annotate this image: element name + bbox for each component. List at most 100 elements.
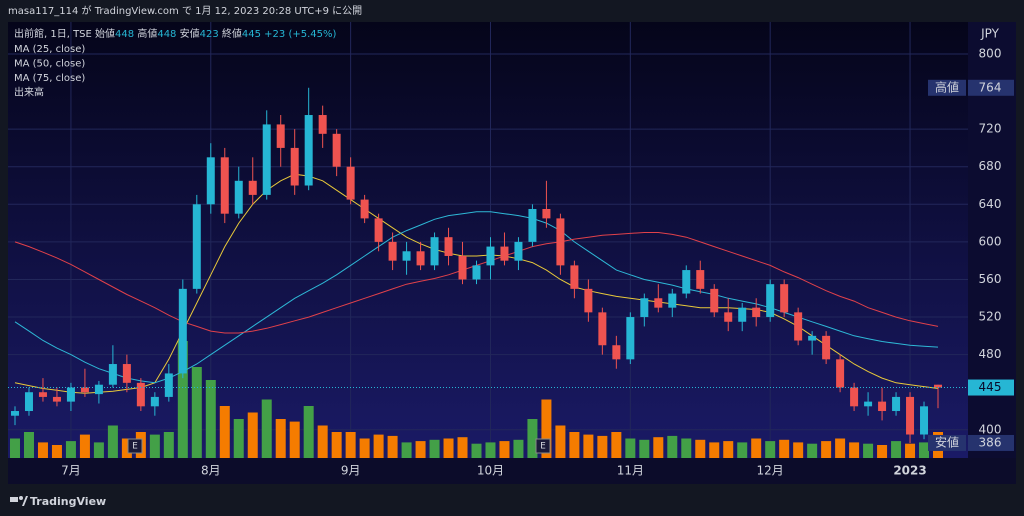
volume-bar <box>723 441 734 458</box>
volume-bar <box>219 406 230 458</box>
volume-bar <box>121 438 132 458</box>
volume-bar <box>625 438 636 458</box>
volume-bar <box>303 406 314 458</box>
candle-body <box>192 204 201 289</box>
volume <box>9 341 944 458</box>
legend-entry: 出来高 <box>14 86 44 99</box>
candle-body <box>458 255 467 280</box>
candle-body <box>388 241 397 261</box>
volume-bar <box>65 441 76 458</box>
last-price-badge <box>968 379 1014 396</box>
candle-body <box>850 387 859 407</box>
volume-bar <box>23 432 34 458</box>
plot-area <box>8 22 968 458</box>
volume-bar <box>877 445 888 458</box>
candle-body <box>780 284 789 313</box>
candle-body <box>164 373 173 397</box>
candle-body <box>178 288 187 374</box>
candle-body <box>682 270 691 294</box>
volume-bar <box>541 399 552 458</box>
volume-bar <box>681 438 692 458</box>
logo: TradingView <box>30 495 106 508</box>
x-tick-label: 10月 <box>477 464 504 478</box>
candle-body <box>66 387 75 402</box>
volume-bar <box>569 432 580 458</box>
volume-bar <box>289 421 300 458</box>
candle-body <box>864 401 873 407</box>
volume-bar <box>485 442 496 458</box>
candle-body <box>430 237 439 266</box>
candle-body <box>808 335 817 341</box>
candle-body <box>696 270 705 289</box>
candle-body <box>640 298 649 318</box>
volume-bar <box>345 432 356 458</box>
event-box <box>535 438 551 454</box>
x-tick-label: 11月 <box>617 464 644 478</box>
volume-bar <box>919 442 930 458</box>
candle-body <box>444 237 453 256</box>
candle-body <box>514 241 523 261</box>
volume-bar <box>359 438 370 458</box>
candle-body <box>234 180 243 214</box>
volume-bar <box>149 434 160 458</box>
legend-entry: MA (75, close) <box>14 73 85 84</box>
extreme-label: 安値 <box>935 434 959 449</box>
candle-body <box>500 246 509 261</box>
candle-body <box>934 384 943 388</box>
volume-bar <box>779 439 790 458</box>
candle-body <box>766 284 775 318</box>
candle-body <box>122 364 131 383</box>
x-tick-label: 8月 <box>201 464 221 478</box>
candle-body <box>262 124 271 195</box>
volume-bar <box>261 399 272 458</box>
candle-body <box>276 124 285 148</box>
legend-entry: MA (50, close) <box>14 59 85 70</box>
extreme-label-badge <box>928 434 966 451</box>
volume-bar <box>205 380 216 458</box>
symbol: 出前館, 1日, TSE <box>14 27 92 40</box>
volume-bar <box>51 445 62 458</box>
volume-bar <box>807 443 818 458</box>
x-tick-label: 9月 <box>341 464 361 478</box>
candle-body <box>724 312 733 322</box>
y-tick-label: 480 <box>979 347 1002 361</box>
volume-bar <box>373 434 384 458</box>
ohlc-label: 始値 <box>95 27 115 40</box>
last-price: 445 <box>979 380 1002 394</box>
volume-bar <box>317 425 328 458</box>
ohlc-label: 終値 <box>222 27 242 40</box>
candle-body <box>38 392 47 397</box>
volume-bar <box>79 434 90 458</box>
volume-bar <box>233 419 244 458</box>
candle-body <box>794 312 803 341</box>
candle-body <box>248 180 257 195</box>
event-label: E <box>540 442 546 452</box>
candle-body <box>150 396 159 407</box>
volume-bar <box>891 441 902 458</box>
extreme-value-badge <box>968 79 1014 96</box>
volume-bar <box>793 442 804 458</box>
events: E E <box>127 438 551 454</box>
y-tick-label: 600 <box>979 234 1002 248</box>
volume-bar <box>653 437 664 458</box>
volume-bar <box>695 439 706 458</box>
volume-bar <box>499 441 510 458</box>
volume-bar <box>583 434 594 458</box>
candle-body <box>920 406 929 435</box>
candle-body <box>94 384 103 395</box>
volume-bar <box>93 442 104 458</box>
volume-bar <box>37 442 48 458</box>
x-tick-label: 12月 <box>757 464 784 478</box>
legend-entry: MA (25, close) <box>14 44 85 55</box>
volume-bar <box>835 438 846 458</box>
ohlc-legend: 出前館, 1日, TSE 始値448 高値448 安値423 終値445 +23… <box>14 27 337 40</box>
volume-bar <box>513 439 524 458</box>
volume-bar <box>457 437 468 458</box>
volume-bar <box>275 419 286 458</box>
candle-body <box>584 288 593 313</box>
candle-body <box>752 307 761 318</box>
extreme-value-badge <box>968 434 1014 451</box>
candle-body <box>80 387 89 393</box>
